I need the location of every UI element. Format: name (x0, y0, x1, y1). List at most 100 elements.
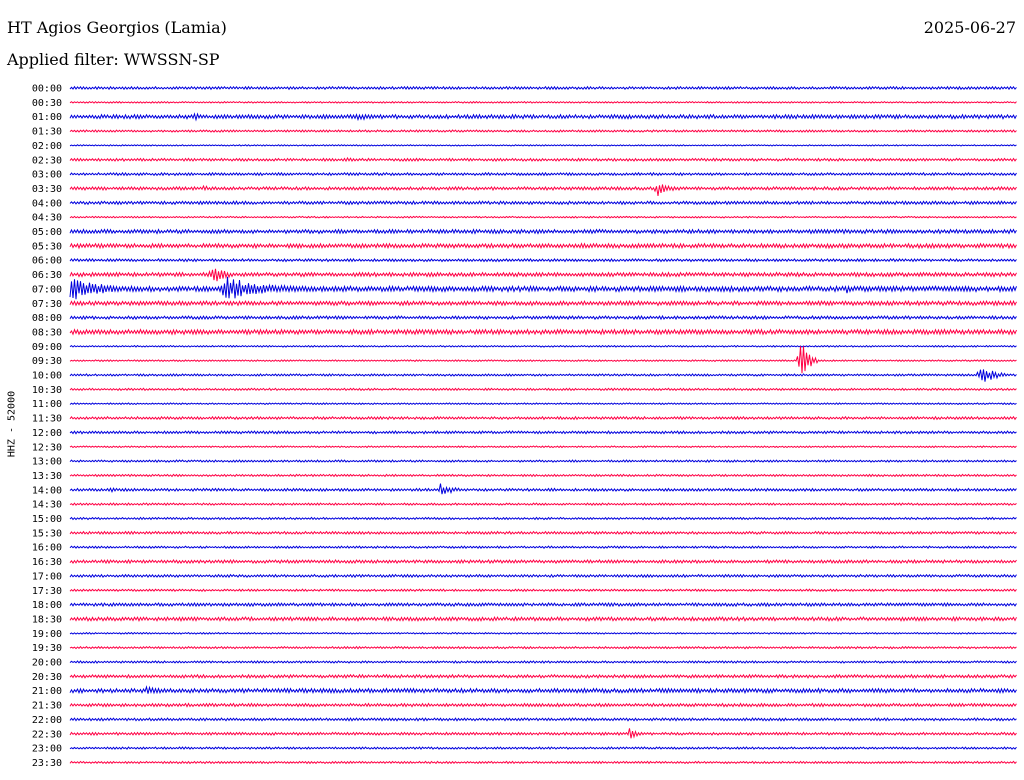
trace-line (69, 242, 1017, 250)
trace-line (69, 588, 1017, 593)
time-label: 20:00 (32, 658, 62, 669)
time-label: 19:30 (32, 643, 62, 654)
trace-line (69, 257, 1017, 263)
time-label: 16:30 (32, 557, 62, 568)
trace-line (69, 415, 1017, 421)
trace-line (69, 112, 1017, 122)
time-label: 10:30 (32, 385, 62, 396)
time-label: 18:00 (32, 600, 62, 611)
trace-line (69, 601, 1017, 608)
trace-line (69, 746, 1017, 750)
trace-line (69, 184, 1017, 197)
time-label: 01:00 (32, 112, 62, 123)
date-label: 2025-06-27 (923, 18, 1016, 37)
trace-line (69, 573, 1017, 579)
trace-line (69, 200, 1017, 206)
time-label: 12:30 (32, 442, 62, 453)
trace-line (69, 344, 1017, 348)
time-label: 01:30 (32, 127, 62, 138)
trace-line (69, 314, 1017, 321)
time-label: 15:00 (32, 514, 62, 525)
time-label: 02:00 (32, 141, 62, 152)
time-label: 08:30 (32, 327, 62, 338)
filter-label: Applied filter: WWSSN-SP (7, 50, 220, 69)
time-label-group: 00:00 00:30 01:00 01:30 02:00 02:30 03:00 03:30… (32, 84, 62, 769)
trace-line (69, 760, 1017, 765)
trace-line (69, 299, 1017, 307)
trace-line (69, 171, 1017, 177)
trace-line (69, 328, 1017, 336)
trace-line (69, 459, 1017, 463)
trace-line (69, 387, 1017, 392)
trace-line (69, 685, 1017, 695)
time-label: 13:00 (32, 457, 62, 468)
trace-line (69, 276, 1017, 300)
time-label: 18:30 (32, 614, 62, 625)
station-title: HT Agios Georgios (Lamia) (7, 18, 227, 37)
trace-line (69, 673, 1017, 679)
time-label: 15:30 (32, 528, 62, 539)
time-label: 00:00 (32, 84, 62, 95)
time-label: 23:30 (32, 758, 62, 769)
time-label: 04:30 (32, 213, 62, 224)
time-label: 02:30 (32, 155, 62, 166)
trace-line (69, 129, 1017, 133)
trace-line (69, 215, 1017, 219)
trace-line (69, 430, 1017, 435)
trace-line (69, 502, 1017, 507)
time-label: 03:30 (32, 184, 62, 195)
time-label: 10:00 (32, 371, 62, 382)
time-label: 06:30 (32, 270, 62, 281)
trace-line (69, 558, 1017, 565)
time-label: 20:30 (32, 672, 62, 683)
time-label: 11:00 (32, 399, 62, 410)
time-label: 23:00 (32, 744, 62, 755)
trace-line (69, 100, 1017, 104)
time-label: 04:00 (32, 198, 62, 209)
time-label: 22:00 (32, 715, 62, 726)
trace-line (69, 728, 1017, 739)
trace-line (69, 545, 1017, 550)
time-label: 07:00 (32, 284, 62, 295)
time-label: 05:30 (32, 241, 62, 252)
time-label: 17:30 (32, 586, 62, 597)
time-label: 09:00 (32, 342, 62, 353)
trace-line (69, 702, 1017, 708)
trace-line (69, 717, 1017, 722)
trace-line (69, 144, 1017, 147)
trace-line (69, 402, 1017, 406)
trace-line (69, 346, 1017, 374)
time-label: 12:00 (32, 428, 62, 439)
time-label: 14:00 (32, 485, 62, 496)
time-label: 19:00 (32, 629, 62, 640)
time-label: 17:00 (32, 571, 62, 582)
trace-line (69, 483, 1017, 495)
trace-line (69, 660, 1017, 664)
trace-line (69, 645, 1017, 650)
trace-line (69, 445, 1017, 449)
trace-line (69, 156, 1017, 163)
trace-line (69, 268, 1017, 282)
time-label: 13:30 (32, 471, 62, 482)
time-label: 21:00 (32, 686, 62, 697)
time-label: 21:30 (32, 701, 62, 712)
time-label: 09:30 (32, 356, 62, 367)
time-label: 03:00 (32, 170, 62, 181)
time-label: 16:00 (32, 543, 62, 554)
trace-group (69, 85, 1017, 765)
trace-line (69, 369, 1017, 382)
time-label: 00:30 (32, 98, 62, 109)
time-label: 22:30 (32, 729, 62, 740)
trace-line (69, 615, 1017, 622)
trace-line (69, 85, 1017, 91)
time-label: 07:30 (32, 299, 62, 310)
time-label: 11:30 (32, 414, 62, 425)
time-label: 14:30 (32, 500, 62, 511)
trace-line (69, 631, 1017, 635)
trace-line (69, 516, 1017, 521)
time-label: 05:00 (32, 227, 62, 238)
trace-line (69, 530, 1017, 536)
trace-line (69, 228, 1017, 235)
time-label: 06:00 (32, 256, 62, 267)
